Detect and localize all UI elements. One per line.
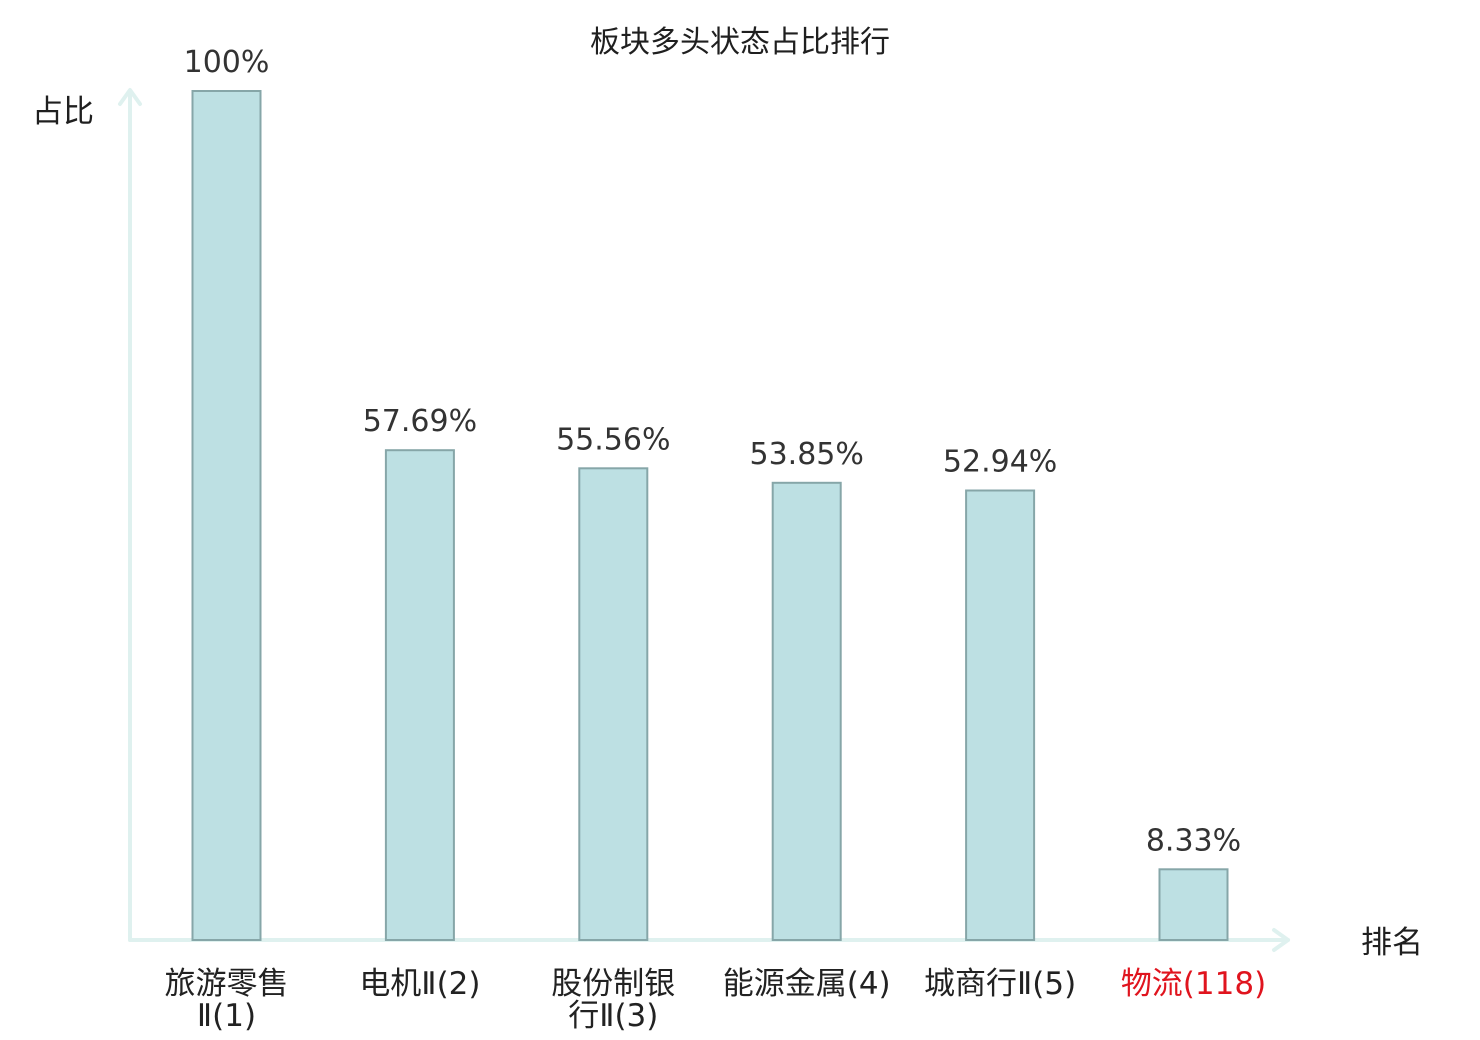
category-label-line: 股份制银 bbox=[551, 966, 675, 1002]
category-label-5: 城商行Ⅱ(5) bbox=[924, 966, 1076, 1002]
category-labels-group: 旅游零售 Ⅱ(1) 电机Ⅱ(2) 股份制银行Ⅱ(3) 能源金属(4) 城商行Ⅱ(5) 物流(… bbox=[165, 966, 1267, 1034]
bars-group bbox=[191, 90, 1229, 941]
value-labels-group: 100% 57.69% 55.56% 53.85% 52.94% 8.33% bbox=[184, 45, 1242, 858]
category-label-1: 旅游零售 Ⅱ(1) bbox=[165, 966, 289, 1034]
y-axis-label: 占比 bbox=[32, 94, 94, 130]
category-label-line: 城商行Ⅱ(5) bbox=[924, 966, 1076, 1002]
bar-4 bbox=[771, 481, 842, 941]
bar-6 bbox=[1158, 868, 1229, 941]
value-label-6: 8.33% bbox=[1146, 823, 1241, 858]
value-label-5: 52.94% bbox=[943, 445, 1057, 480]
category-label-6: 物流(118) bbox=[1121, 966, 1266, 1002]
chart-title: 板块多头状态占比排行 bbox=[590, 25, 890, 60]
value-label-4: 53.85% bbox=[750, 437, 864, 472]
value-label-2: 57.69% bbox=[363, 404, 477, 439]
category-label-line: 行Ⅱ(3) bbox=[568, 998, 658, 1034]
category-label-line: 电机Ⅱ(2) bbox=[359, 966, 480, 1002]
bar-5 bbox=[965, 489, 1036, 941]
category-label-line: 能源金属(4) bbox=[723, 966, 891, 1002]
x-axis-label: 排名 bbox=[1361, 925, 1423, 961]
y-axis-arrowhead bbox=[118, 88, 142, 106]
category-label-line: Ⅱ(1) bbox=[197, 998, 256, 1034]
bar-2 bbox=[384, 449, 455, 941]
category-label-3: 股份制银行Ⅱ(3) bbox=[551, 966, 675, 1034]
category-label-line: 旅游零售 bbox=[165, 966, 289, 1002]
category-label-4: 能源金属(4) bbox=[723, 966, 891, 1002]
category-label-2: 电机Ⅱ(2) bbox=[359, 966, 480, 1002]
x-axis-arrowhead bbox=[1272, 928, 1290, 952]
value-label-3: 55.56% bbox=[556, 422, 670, 457]
value-label-1: 100% bbox=[184, 45, 270, 80]
category-label-line: 物流(118) bbox=[1121, 966, 1266, 1002]
bar-3 bbox=[578, 467, 649, 941]
axes bbox=[118, 88, 1290, 952]
bar-1 bbox=[191, 90, 262, 941]
